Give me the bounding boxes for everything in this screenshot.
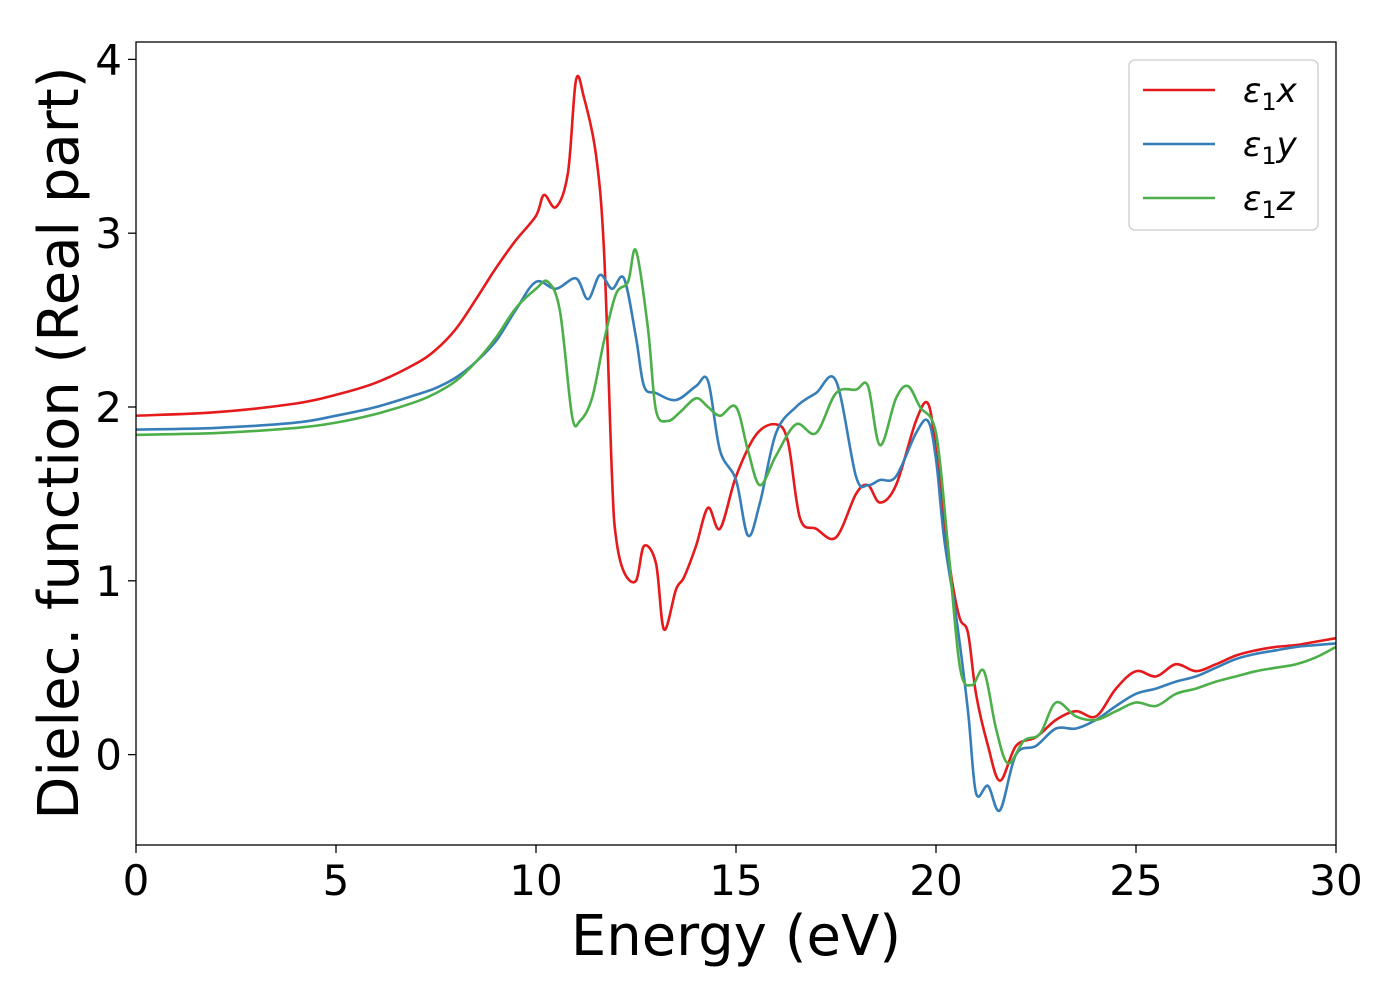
x-tick-label: 15 [709, 856, 762, 905]
x-tick-label: 10 [509, 856, 562, 905]
legend-label-z: ε1z [1243, 179, 1296, 224]
legend-label-x: ε1x [1243, 71, 1298, 116]
y-tick-label: 4 [95, 35, 122, 84]
x-axis-ticks: 0 5 10 15 20 25 30 [123, 845, 1363, 905]
x-tick-label: 20 [909, 856, 962, 905]
x-tick-label: 25 [1109, 856, 1162, 905]
plot-lines [136, 74, 1336, 813]
legend-label-y: ε1y [1243, 125, 1298, 170]
x-tick-label: 5 [323, 856, 350, 905]
y-tick-label: 0 [95, 731, 122, 780]
y-axis-ticks: 0 1 2 3 4 [95, 35, 136, 780]
y-tick-label: 3 [95, 209, 122, 258]
series-line-z [136, 248, 1336, 765]
x-axis-title: Energy (eV) [571, 904, 901, 969]
y-tick-label: 1 [95, 557, 122, 606]
series-line-y [136, 273, 1336, 813]
legend-box [1128, 59, 1319, 231]
x-tick-label: 30 [1309, 856, 1362, 905]
x-tick-label: 0 [123, 856, 150, 905]
legend: ε1x ε1y ε1z [1128, 59, 1319, 231]
y-axis-title: Dielec. function (Real part) [27, 66, 92, 819]
y-tick-label: 2 [95, 383, 122, 432]
